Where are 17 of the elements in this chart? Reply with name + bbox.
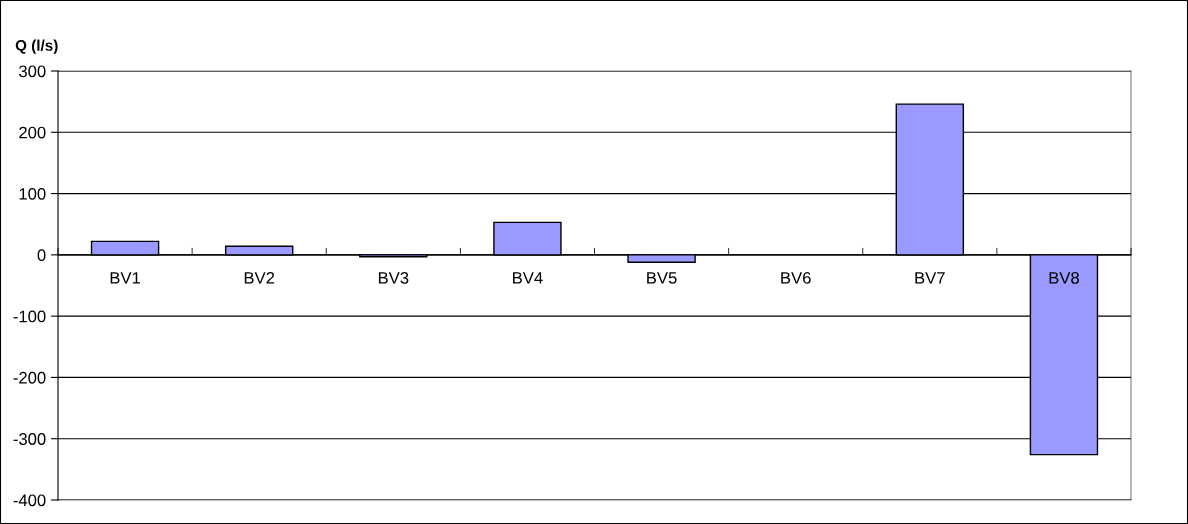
- y-tick-label: 100: [19, 187, 46, 200]
- x-tick-label: BV8: [1049, 271, 1079, 284]
- x-tick-label: BV4: [513, 272, 543, 284]
- x-tick-label: BV6: [781, 271, 811, 284]
- x-tick-label: BV3: [378, 271, 409, 284]
- x-tick-label: BV5: [647, 272, 677, 284]
- y-tick-label: -400: [13, 494, 46, 507]
- y-tick-label: -200: [13, 371, 46, 384]
- y-tick-label: 200: [19, 126, 46, 139]
- y-axis-title: Q (l/s): [15, 39, 58, 54]
- x-tick-label: BV7: [915, 272, 945, 284]
- y-tick-label: 300: [19, 65, 46, 78]
- x-tick-label: BV1: [110, 272, 140, 284]
- x-tick-label: BV2: [244, 271, 275, 284]
- y-tick-label: 0: [37, 249, 46, 262]
- y-tick-label: -300: [13, 433, 46, 445]
- y-tick-label: -100: [13, 310, 46, 323]
